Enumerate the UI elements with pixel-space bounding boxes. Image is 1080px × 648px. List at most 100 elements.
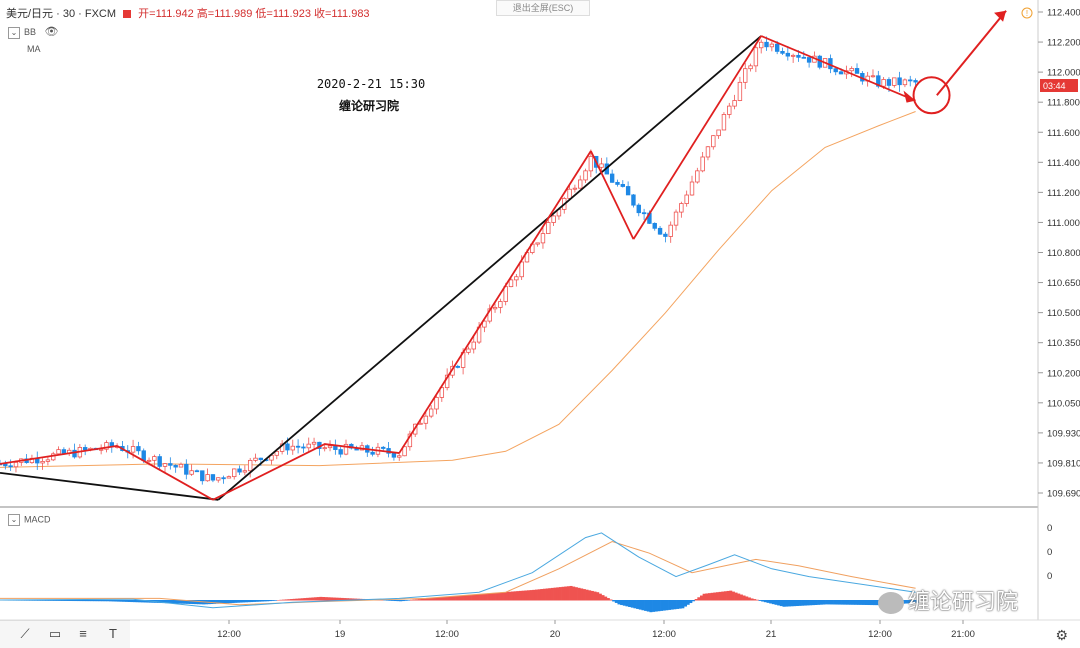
macd-hist-bar <box>585 589 589 601</box>
macd-hist-bar <box>644 600 648 611</box>
macd-hist-bar <box>439 597 443 601</box>
macd-hist-bar <box>109 600 113 602</box>
candle-body <box>482 320 487 328</box>
y-tick-label: 111.600 <box>1047 128 1080 139</box>
candle-body <box>471 341 476 350</box>
macd-hist-bar <box>638 600 642 610</box>
macd-hist-bar <box>590 590 594 601</box>
black-trend-line <box>217 35 762 501</box>
y-tick-label: 111.800 <box>1047 98 1080 109</box>
macd-hist-bar <box>343 598 347 601</box>
candle-body <box>242 470 248 473</box>
macd-hist-bar <box>739 594 743 601</box>
candle-body <box>173 464 178 468</box>
alert-icon-mark: ! <box>1026 9 1028 18</box>
macd-hist-bar <box>444 596 448 601</box>
y-tick-label: 112.000 <box>1047 68 1080 79</box>
macd-hist-bar <box>66 600 70 601</box>
macd-hist-bar <box>130 600 134 603</box>
candle-body <box>854 68 860 74</box>
macd-hist-bar <box>388 600 392 601</box>
macd-hist-bar <box>391 600 395 601</box>
macd-hist-bar <box>180 600 184 604</box>
macd-hist-bar <box>284 599 288 601</box>
annotation-author: 缠论研习院 <box>339 98 399 113</box>
macd-hist-bar <box>162 600 166 604</box>
candle-body <box>578 179 583 189</box>
macd-hist-bar <box>542 588 546 601</box>
macd-hist-bar <box>409 599 413 601</box>
macd-hist-bar <box>505 591 509 601</box>
macd-hist-bar <box>758 600 762 601</box>
candle-body <box>806 57 812 63</box>
macd-hist-bar <box>846 600 850 605</box>
macd-hist-bar <box>93 600 97 602</box>
macd-hist-bar <box>686 600 690 605</box>
candle-body <box>397 455 402 458</box>
eye-icon[interactable]: 👁 <box>44 26 59 38</box>
macd-hist-bar <box>58 600 62 601</box>
macd-hist-bar <box>513 591 517 601</box>
exit-fullscreen-button[interactable]: 退出全屏(ESC) <box>496 0 590 16</box>
macd-hist-bar <box>798 600 802 606</box>
flag-icon[interactable] <box>123 10 132 19</box>
macd-hist-bar <box>742 595 746 601</box>
candle-body <box>221 477 226 480</box>
text-tool-icon[interactable]: T <box>109 626 117 641</box>
candle-body <box>40 461 45 464</box>
macd-hist-bar <box>718 591 722 601</box>
candle-body <box>641 212 647 215</box>
ma-indicator-legend[interactable]: MA <box>27 44 41 54</box>
macd-hist-bar <box>111 600 115 602</box>
macd-hist-bar <box>633 600 637 609</box>
macd-hist-bar <box>106 600 110 602</box>
macd-hist-bar <box>34 600 38 601</box>
macd-hist-bar <box>125 600 129 602</box>
macd-hist-bar <box>747 597 751 601</box>
candle-body <box>759 41 764 49</box>
candle-body <box>162 463 168 467</box>
macd-hist-bar <box>77 600 81 602</box>
macd-hist-bar <box>295 598 299 601</box>
candle-body <box>434 397 439 410</box>
candle-body <box>423 415 429 424</box>
macd-hist-bar <box>465 595 469 601</box>
symbol-label[interactable]: 美元/日元 <box>6 8 54 20</box>
macd-indicator-legend[interactable]: ⌄ MACD <box>8 514 51 526</box>
macd-hist-bar <box>117 600 121 602</box>
candle-body <box>402 446 407 457</box>
macd-hist-bar <box>234 600 238 603</box>
candle-body <box>285 443 290 451</box>
candle-body <box>56 449 61 455</box>
macd-hist-bar <box>194 600 198 605</box>
macd-hist-bar <box>282 599 286 601</box>
candle-body <box>801 56 806 59</box>
macd-hist-bar <box>785 600 789 607</box>
candle-body <box>306 443 311 449</box>
macd-hist-bar <box>178 600 182 604</box>
bb-label: BB <box>24 27 37 37</box>
rectangle-tool-icon[interactable]: ▭ <box>48 626 62 641</box>
fib-tool-icon[interactable]: ≡ <box>79 626 87 641</box>
macd-hist-bar <box>218 600 222 604</box>
settings-gear-icon[interactable]: ⚙ <box>1055 627 1068 643</box>
interval-label[interactable]: 30 <box>62 8 76 20</box>
candle-body <box>572 187 578 190</box>
collapse-icon[interactable]: ⌄ <box>8 514 20 526</box>
y-tick-label: 110.200 <box>1047 368 1080 379</box>
x-tick-label: 21 <box>766 629 777 640</box>
candles-group <box>0 36 918 485</box>
macd-hist-bar <box>268 600 272 602</box>
trend-line-tool-icon[interactable]: ⟋ <box>20 626 30 641</box>
candle-body <box>168 463 173 466</box>
macd-hist-bar <box>912 600 916 604</box>
bb-indicator-legend[interactable]: ⌄ BB 👁 <box>8 25 59 39</box>
macd-hist-bar <box>713 592 717 601</box>
red-stroke-line <box>590 150 635 240</box>
red-stroke-line <box>398 150 592 454</box>
macd-hist-bar <box>497 592 501 601</box>
red-stroke-line <box>760 35 916 102</box>
candle-body <box>689 181 695 196</box>
collapse-icon[interactable]: ⌄ <box>8 26 20 39</box>
macd-hist-bar <box>481 593 485 601</box>
